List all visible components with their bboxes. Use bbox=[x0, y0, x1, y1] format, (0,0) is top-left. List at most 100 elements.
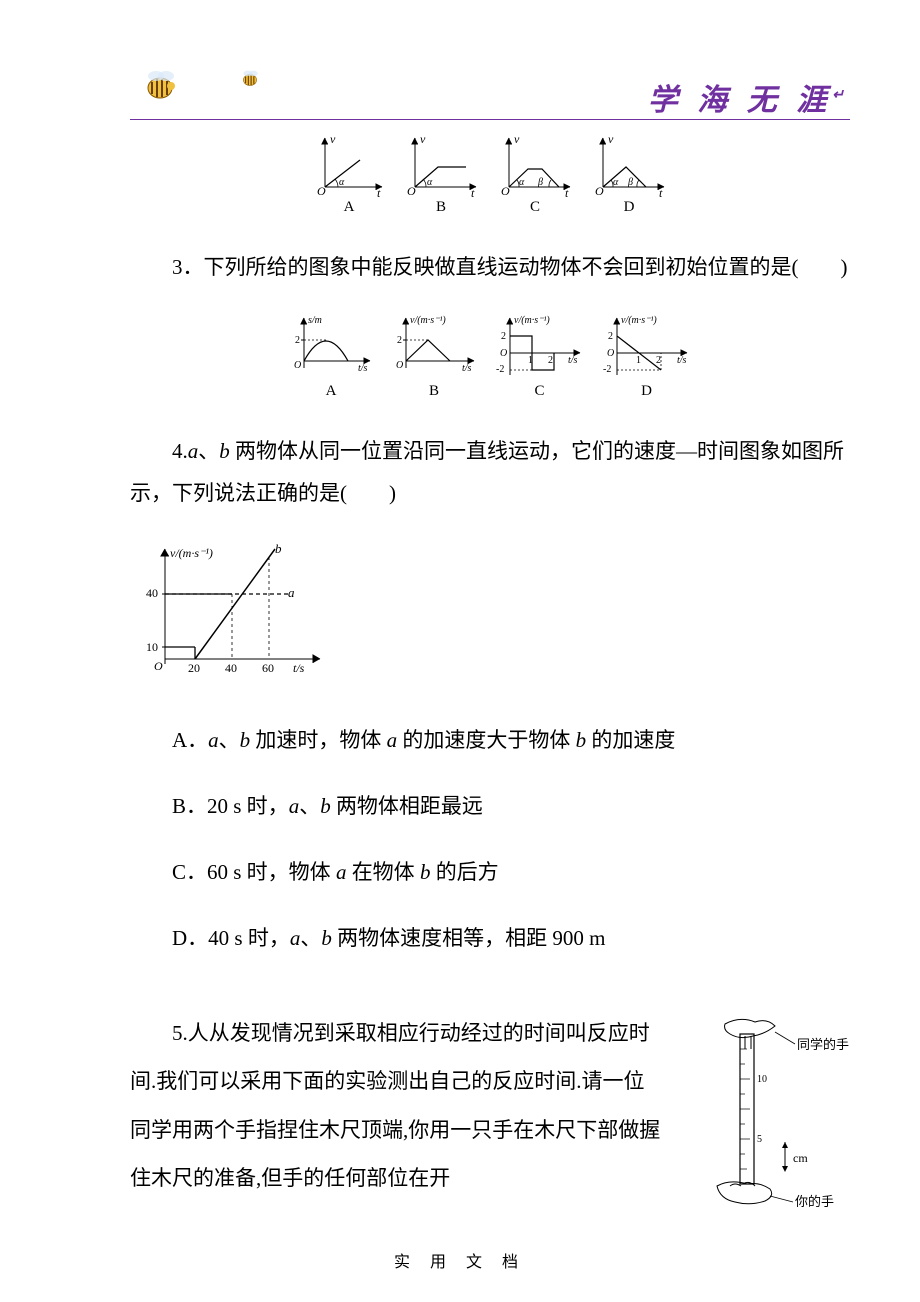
axis-y: v/(m·s⁻¹) bbox=[410, 315, 446, 326]
q2-figure-row: v O t α A v bbox=[130, 135, 850, 216]
tickn2: -2 bbox=[603, 364, 611, 375]
footer-text: 实 用 文 档 bbox=[394, 1254, 526, 1271]
page-footer: 实 用 文 档 bbox=[0, 1248, 920, 1272]
q4-opt-d: D．40 s 时，a、b 两物体速度相等，相距 900 m bbox=[130, 917, 850, 959]
axis-v: v bbox=[608, 135, 614, 146]
axis-origin: O bbox=[396, 360, 403, 371]
optd-a: a bbox=[290, 926, 301, 950]
q3-label-d: D bbox=[599, 383, 694, 400]
q3-label-c: C bbox=[492, 383, 587, 400]
q4-num: 4. bbox=[172, 439, 188, 463]
axis-x: t/s bbox=[677, 355, 687, 366]
fig3-y40: 40 bbox=[146, 586, 158, 600]
fig4-tick10: 10 bbox=[757, 1074, 767, 1085]
header-decorations bbox=[130, 60, 310, 115]
q3-chart-d: v/(m·s⁻¹) O t/s 2 -2 1 2 D bbox=[599, 313, 694, 400]
optb-end: 两物体相距最远 bbox=[331, 794, 483, 818]
beta-label: β bbox=[627, 177, 633, 188]
axis-v: v bbox=[330, 135, 336, 146]
axis-origin: O bbox=[294, 360, 301, 371]
opta-sep: 、 bbox=[219, 728, 240, 752]
q2-label-c: C bbox=[494, 199, 576, 216]
axis-x: t/s bbox=[358, 363, 368, 374]
axis-x: t/s bbox=[462, 363, 472, 374]
alpha-label: α bbox=[427, 177, 433, 188]
q2-label-a: A bbox=[310, 199, 388, 216]
optd-b: b bbox=[321, 926, 332, 950]
q4-figure: v/(m·s⁻¹) O t/s 10 40 20 40 60 a b bbox=[130, 539, 850, 679]
opta-body: 加速时，物体 bbox=[250, 728, 387, 752]
optb-b: b bbox=[320, 794, 331, 818]
q2-label-b: B bbox=[400, 199, 482, 216]
opta-end: 的加速度 bbox=[586, 728, 675, 752]
optd-prefix: D．40 s 时， bbox=[172, 926, 290, 950]
axis-y: s/m bbox=[308, 315, 322, 326]
axis-y: v/(m·s⁻¹) bbox=[514, 315, 550, 326]
q5-figure: 同学的手 10 5 bbox=[675, 1014, 850, 1209]
q4-options: A．a、b 加速时，物体 a 的加速度大于物体 b 的加速度 B．20 s 时，… bbox=[130, 719, 850, 959]
fig4-bottom-label: 你的手 bbox=[795, 1194, 834, 1209]
opta-b: b bbox=[240, 728, 251, 752]
q3-block: 3．下列所给的图象中能反映做直线运动物体不会回到初始位置的是( ) bbox=[130, 246, 850, 288]
tick2: 2 bbox=[295, 335, 300, 346]
tick2a: 2 bbox=[548, 355, 553, 366]
optd-sep: 、 bbox=[300, 926, 321, 950]
fig3-b: b bbox=[275, 541, 282, 556]
axis-origin: O bbox=[407, 184, 416, 197]
beta-label: β bbox=[537, 177, 543, 188]
opta-a2: a bbox=[387, 728, 398, 752]
optb-a: a bbox=[289, 794, 300, 818]
optd-end: 两物体速度相等，相距 900 m bbox=[332, 926, 606, 950]
alpha-label: α bbox=[613, 177, 619, 188]
fig4-tick5: 5 bbox=[757, 1134, 762, 1145]
q2-chart-a: v O t α A bbox=[310, 135, 388, 216]
fig3-x40: 40 bbox=[225, 661, 237, 675]
fig4-unit: cm bbox=[793, 1151, 808, 1165]
tick2: 2 bbox=[608, 331, 613, 342]
fig3-x20: 20 bbox=[188, 661, 200, 675]
opta-prefix: A． bbox=[172, 728, 208, 752]
axis-x: t/s bbox=[568, 355, 578, 366]
fig3-origin: O bbox=[154, 659, 163, 673]
brand-label: 学 海 无 涯 bbox=[648, 84, 833, 117]
tick2: 2 bbox=[501, 331, 506, 342]
axis-origin: O bbox=[500, 348, 507, 359]
fig3-y10: 10 bbox=[146, 640, 158, 654]
q4-b: b bbox=[219, 439, 230, 463]
q5-block: 同学的手 10 5 bbox=[130, 1009, 850, 1209]
q4-opt-b: B．20 s 时，a、b 两物体相距最远 bbox=[130, 785, 850, 827]
q2-chart-c: v O t α β C bbox=[494, 135, 576, 216]
fig3-x60: 60 bbox=[262, 661, 274, 675]
optb-prefix: B．20 s 时， bbox=[172, 794, 289, 818]
axis-origin: O bbox=[595, 184, 604, 197]
tick2b: 2 bbox=[656, 355, 661, 366]
tickn2: -2 bbox=[496, 364, 504, 375]
q3-chart-a: s/m O t/s 2 A bbox=[286, 313, 376, 400]
optc-a: a bbox=[336, 860, 347, 884]
fig3-ylabel: v/(m·s⁻¹) bbox=[170, 546, 213, 560]
axis-y: v/(m·s⁻¹) bbox=[621, 315, 657, 326]
q3-text: 3．下列所给的图象中能反映做直线运动物体不会回到初始位置的是( ) bbox=[130, 246, 850, 288]
q4-block: 4.a、b 两物体从同一位置沿同一直线运动，它们的速度—时间图象如图所示，下列说… bbox=[130, 430, 850, 514]
opta-a: a bbox=[208, 728, 219, 752]
q2-chart-d: v O t α β D bbox=[588, 135, 670, 216]
q4-text: 4.a、b 两物体从同一位置沿同一直线运动，它们的速度—时间图象如图所示，下列说… bbox=[130, 430, 850, 514]
brand-arrow: ↵ bbox=[832, 88, 850, 103]
tick1: 1 bbox=[636, 355, 641, 366]
alpha-label: α bbox=[519, 177, 525, 188]
axis-origin: O bbox=[317, 184, 326, 197]
axis-origin: O bbox=[501, 184, 510, 197]
q2-chart-b: v O t α B bbox=[400, 135, 482, 216]
q4-a: a bbox=[188, 439, 199, 463]
q3-label-b: B bbox=[388, 383, 480, 400]
q4-opt-a: A．a、b 加速时，物体 a 的加速度大于物体 b 的加速度 bbox=[130, 719, 850, 761]
fig4-top-label: 同学的手 bbox=[797, 1037, 849, 1052]
q4-opt-c: C．60 s 时，物体 a 在物体 b 的后方 bbox=[130, 851, 850, 893]
fig3-xlabel: t/s bbox=[293, 661, 305, 675]
q3-chart-b: v/(m·s⁻¹) O t/s 2 B bbox=[388, 313, 480, 400]
optc-end: 的后方 bbox=[430, 860, 498, 884]
tick2: 2 bbox=[397, 335, 402, 346]
axis-v: v bbox=[420, 135, 426, 146]
page-header: 学 海 无 涯↵ bbox=[130, 60, 850, 120]
opta-b2: b bbox=[576, 728, 587, 752]
